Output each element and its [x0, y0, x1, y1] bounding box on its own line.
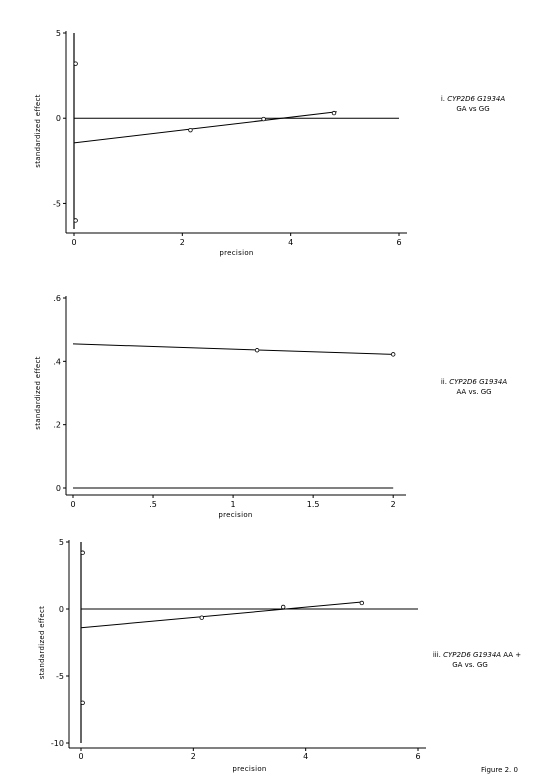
x-axis-title: precision	[219, 249, 253, 257]
x-tick-label: 0	[78, 752, 83, 761]
y-tick-label: .2	[53, 421, 61, 430]
y-tick-label: 0	[56, 484, 61, 493]
x-tick-label: 6	[415, 752, 420, 761]
x-tick-label: 4	[288, 238, 293, 247]
x-tick-label: .5	[149, 500, 157, 509]
data-point	[73, 218, 78, 223]
y-tick-label: 5	[56, 29, 61, 38]
y-tick-label: -5	[53, 199, 61, 208]
y-axis-title: standardized effect	[34, 356, 42, 429]
funnel-plot-i: 5 0 -5 0 2 4 6 precision standardized effect	[34, 29, 407, 257]
data-point	[261, 116, 266, 122]
data-point	[80, 700, 85, 705]
regression-line	[80, 601, 362, 629]
x-tick-label: 2	[191, 752, 196, 761]
data-point	[254, 348, 260, 353]
regression-line	[73, 111, 337, 144]
caption-i: i. CYP2D6 G1934A	[441, 95, 506, 103]
y-axis-title: standardized effect	[38, 606, 46, 679]
data-point	[188, 127, 193, 133]
regression-line	[72, 343, 394, 355]
data-point	[390, 352, 396, 357]
x-tick-label: 0	[70, 500, 75, 509]
x-tick-label: 2	[180, 238, 185, 247]
x-tick-label: 1	[231, 500, 236, 509]
y-tick-label: .6	[53, 294, 61, 303]
y-tick-label: -10	[51, 739, 64, 748]
figure-label: Figure 2. 0	[481, 766, 518, 774]
caption-iii-comparison: GA vs. GG	[452, 661, 488, 669]
data-point	[281, 604, 286, 610]
y-tick-label: .4	[53, 357, 61, 366]
x-tick-label: 0	[71, 238, 76, 247]
caption-iii: iii. CYP2D6 G1934A AA +	[433, 651, 521, 659]
x-axis-title: precision	[232, 765, 266, 773]
x-tick-label: 4	[303, 752, 308, 761]
data-point	[73, 61, 78, 66]
y-tick-label: 5	[59, 538, 64, 547]
y-tick-label: -5	[56, 672, 64, 681]
data-point	[359, 600, 365, 606]
x-tick-label: 2	[391, 500, 396, 509]
data-point	[199, 615, 204, 620]
data-point	[331, 110, 337, 116]
caption-ii-comparison: AA vs. GG	[456, 388, 491, 396]
caption-i-comparison: GA vs GG	[456, 105, 489, 113]
x-axis-title: precision	[218, 511, 252, 519]
y-tick-label: 0	[56, 114, 61, 123]
data-point	[80, 550, 85, 555]
funnel-plot-ii: .6 .4 .2 00 .5 1 1.5 2 precision standardized eff…	[34, 294, 406, 519]
y-tick-label: 0	[59, 605, 64, 614]
y-axis-title: standardized effect	[34, 94, 42, 167]
x-tick-label: 6	[396, 238, 401, 247]
caption-ii: ii. CYP2D6 G1934A	[441, 378, 507, 386]
x-tick-label: 1.5	[307, 500, 320, 509]
funnel-plot-iii: 5 0 -5 -10 0 2 4 6 precision standardized effect	[38, 538, 426, 773]
